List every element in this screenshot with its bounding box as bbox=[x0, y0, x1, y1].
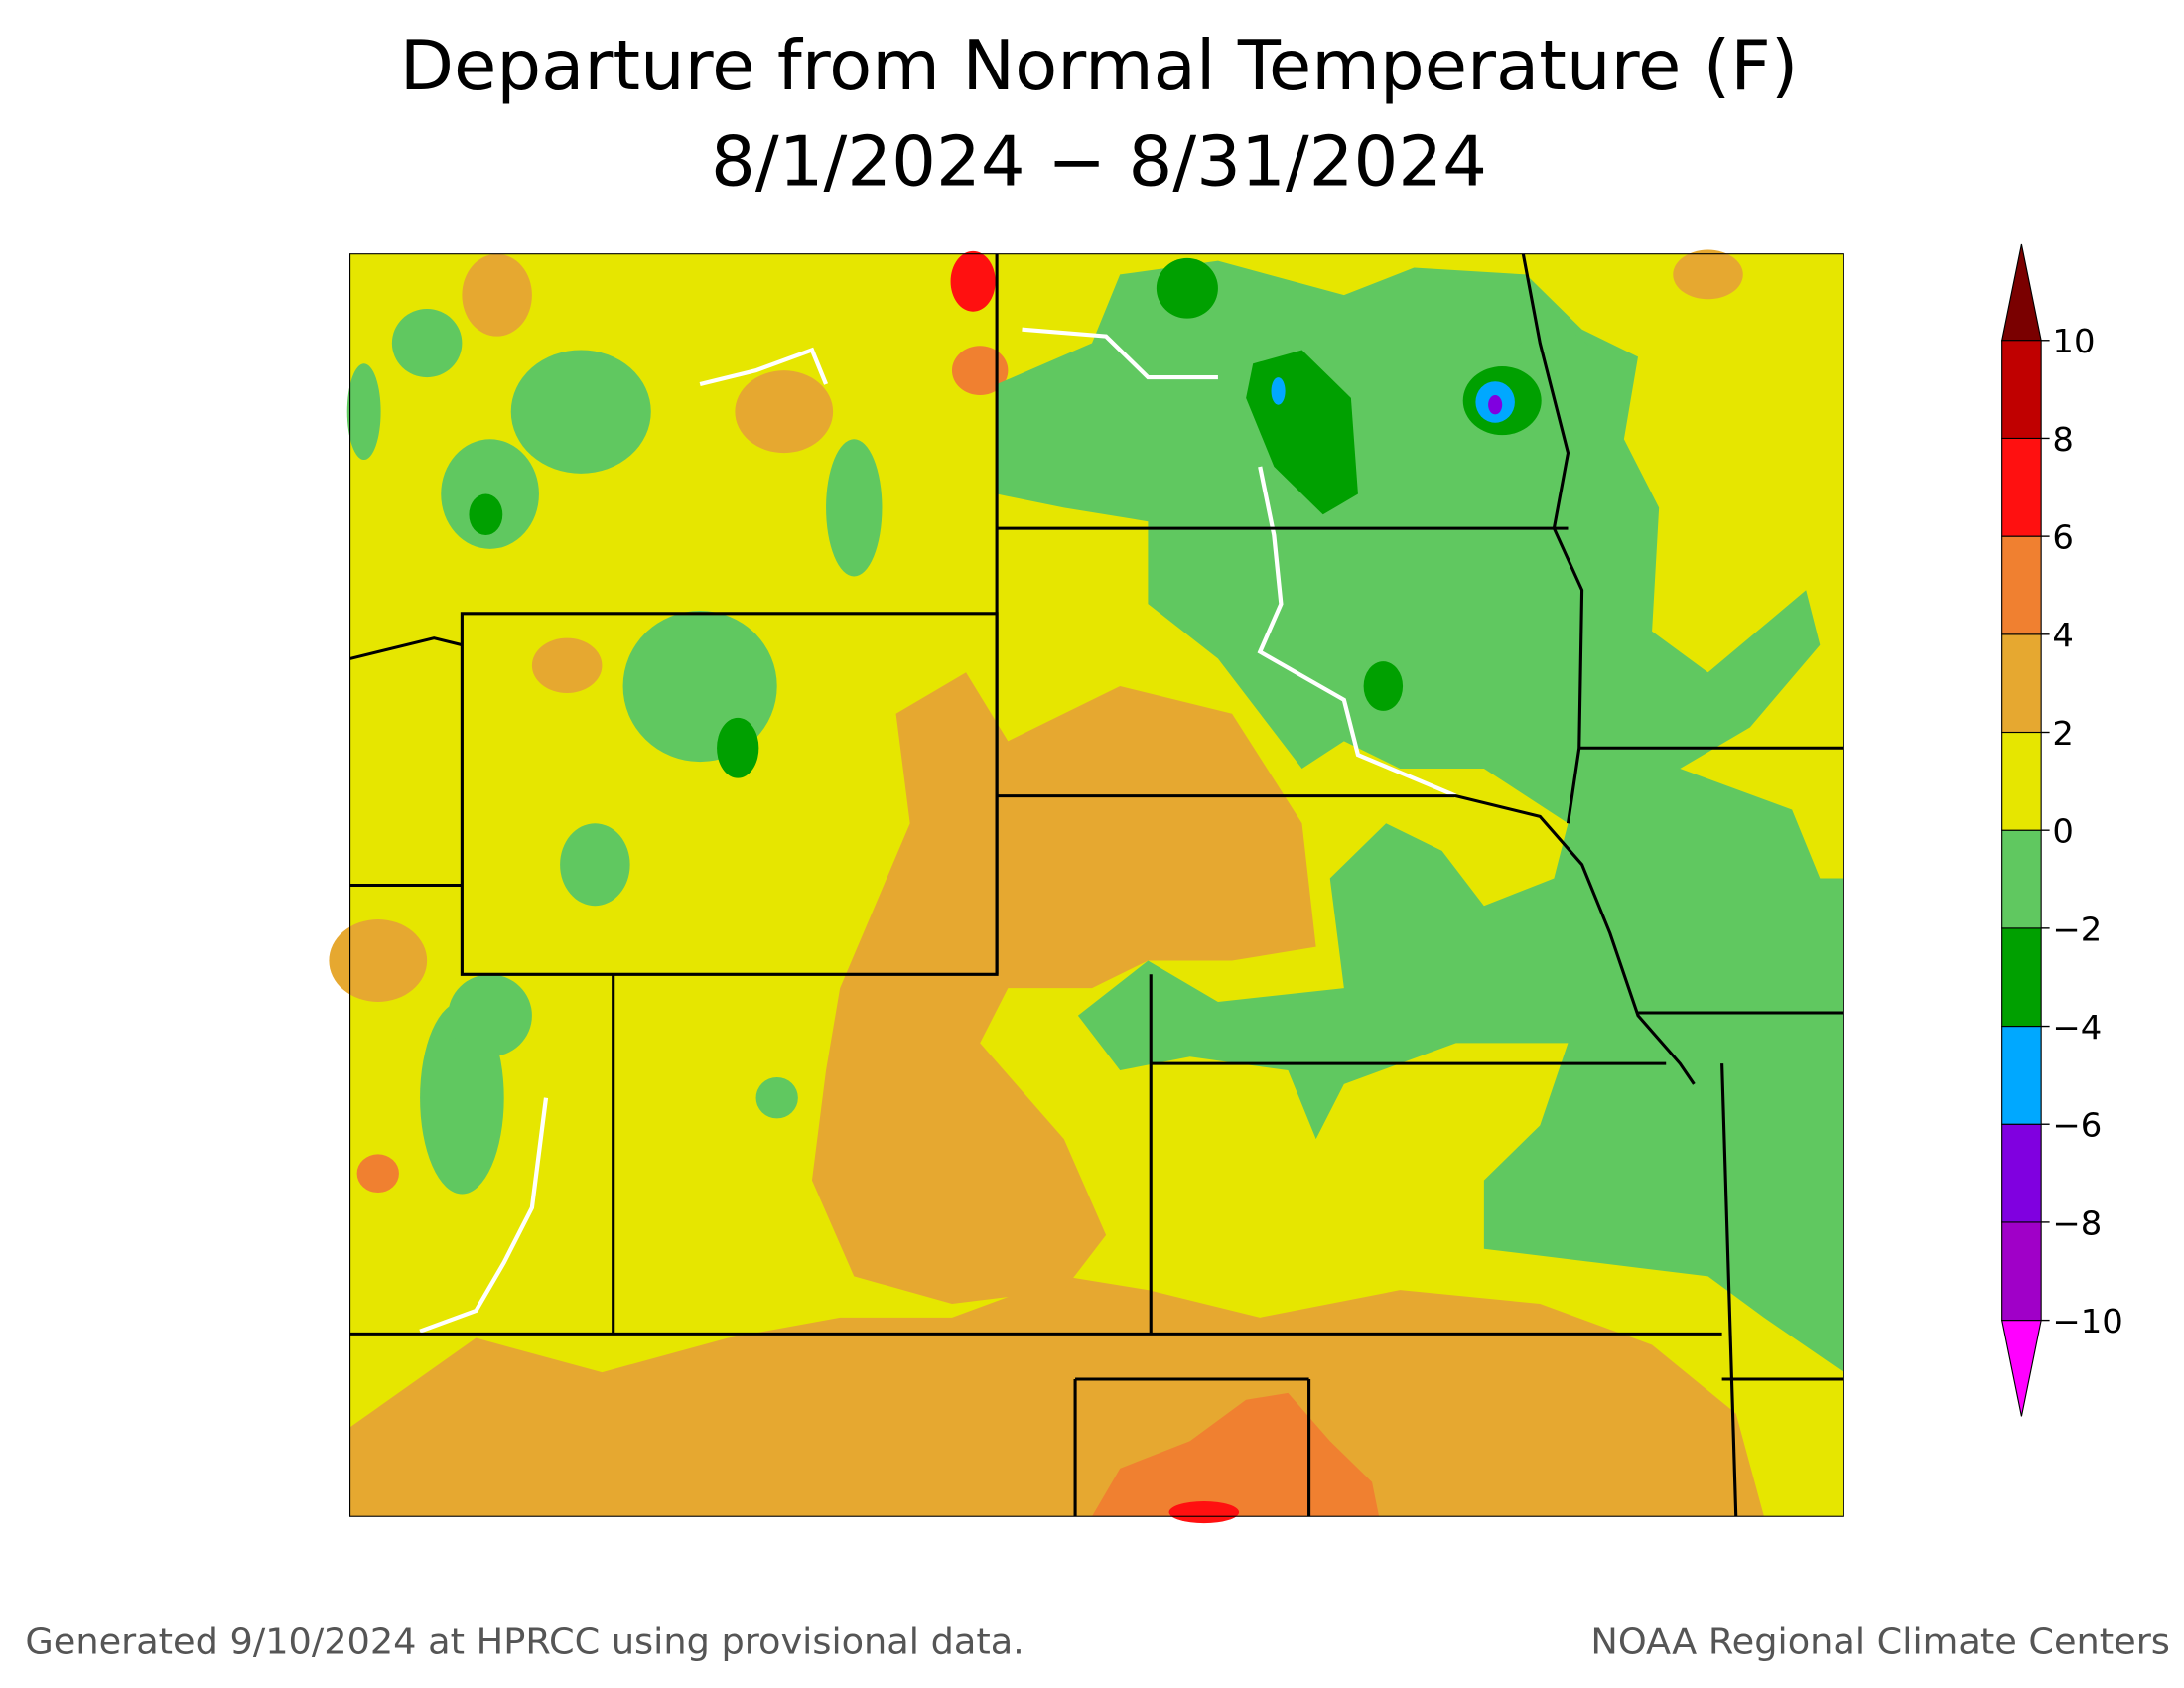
hottest-area bbox=[950, 250, 996, 312]
rivers bbox=[419, 327, 1457, 1334]
colorbar-label: 10 bbox=[2052, 323, 2095, 361]
colorbar-band bbox=[2001, 535, 2042, 635]
colorbar-band bbox=[2001, 731, 2042, 831]
colorbar-band bbox=[2001, 633, 2042, 734]
state-borders bbox=[349, 253, 1844, 1517]
footer-right: NOAA Regional Climate Centers bbox=[1590, 1620, 2169, 1663]
map bbox=[329, 249, 1844, 1524]
colorbar-label: 6 bbox=[2052, 518, 2074, 557]
colorbar-band bbox=[2001, 1221, 2042, 1322]
colorbar-label: −4 bbox=[2052, 1008, 2102, 1047]
colorbar-label: 8 bbox=[2052, 420, 2074, 459]
coldest-area bbox=[1488, 395, 1503, 415]
colorbar-label: −2 bbox=[2052, 911, 2102, 949]
subtitle: 8/1/2024 − 8/31/2024 bbox=[711, 122, 1487, 202]
colorbar-band bbox=[2001, 340, 2042, 440]
colorbar-label: 4 bbox=[2052, 617, 2074, 655]
colorbar-band bbox=[2001, 829, 2042, 929]
hot-areas bbox=[356, 346, 1380, 1517]
colorbar-label: −10 bbox=[2052, 1302, 2122, 1340]
colorbar: −10 −8 −6 −4 −2 0 2 4 6 8 10 bbox=[2000, 243, 2123, 1417]
colorbar-band bbox=[2001, 927, 2042, 1028]
footer-left: Generated 9/10/2024 at HPRCC using provi… bbox=[25, 1620, 1024, 1663]
map-frame bbox=[349, 253, 1844, 1517]
colorbar-label: −8 bbox=[2052, 1204, 2102, 1243]
warm-areas bbox=[329, 249, 1764, 1517]
title: Departure from Normal Temperature (F) bbox=[400, 26, 1799, 105]
colorbar-arrow bbox=[2000, 243, 2042, 342]
colorbar-label: −6 bbox=[2052, 1106, 2102, 1145]
colorbar-band bbox=[2001, 1123, 2042, 1223]
colorbar-band bbox=[2001, 1025, 2042, 1125]
colorbar-band bbox=[2001, 437, 2042, 537]
colorbar-label: 2 bbox=[2052, 714, 2074, 753]
colorbar-arrow bbox=[2000, 1320, 2042, 1417]
colorbar-label: 0 bbox=[2052, 812, 2074, 851]
coldest-area bbox=[1271, 377, 1286, 405]
hottest-area bbox=[1168, 1501, 1240, 1524]
